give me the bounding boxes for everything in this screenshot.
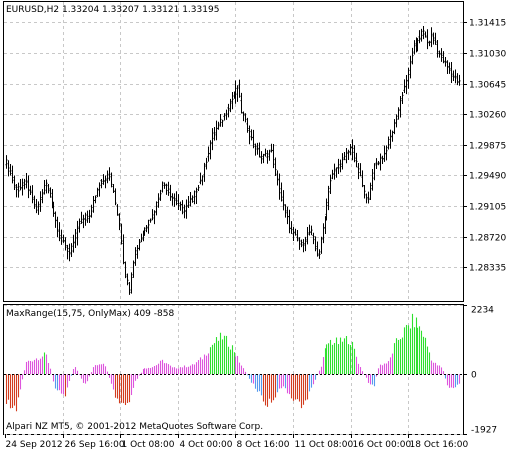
indicator-tick-label: -1927	[471, 426, 497, 436]
price-tick-label: 1.30260	[469, 111, 506, 121]
price-tick-label: 1.29490	[469, 172, 506, 182]
price-panel-frame	[3, 1, 464, 302]
price-y-axis: 1.31415 1.31030 1.30645 1.30260 1.29875 1.294…	[463, 19, 506, 274]
time-tick-label: 16 Oct 00:00	[353, 440, 412, 450]
price-tick-label: 1.29105	[469, 203, 506, 213]
price-tick-label: 1.31030	[469, 50, 506, 60]
price-tick-label: 1.28720	[469, 234, 506, 244]
indicator-y-axis: 2234 0 -1927	[463, 305, 497, 436]
time-tick-label: 1 Oct 08:00	[122, 440, 175, 450]
indicator-tick-label: 2234	[471, 306, 494, 316]
indicator-title: MaxRange(15,75, OnlyMax) 409 -858	[6, 309, 174, 319]
time-tick-label: 18 Oct 16:00	[410, 440, 469, 450]
time-axis: 24 Sep 2012 26 Sep 16:001 Oct 08:00 4 Oct …	[5, 434, 469, 450]
time-tick-label: 8 Oct 16:00	[237, 440, 290, 450]
indicator-histogram	[5, 313, 461, 412]
copyright-label: Alpari NZ MT5, © 2001-2012 MetaQuotes So…	[6, 422, 263, 432]
time-tick-label: 26 Sep 16:00	[65, 440, 125, 450]
price-bars	[5, 26, 461, 295]
time-tick-label: 11 Oct 08:00	[295, 440, 354, 450]
indicator-grid	[4, 305, 463, 435]
price-title: EURUSD,H2 1.33204 1.33207 1.33121 1.3319…	[6, 5, 219, 15]
time-tick-label: 24 Sep 2012	[6, 440, 63, 450]
price-tick-label: 1.30645	[469, 81, 506, 91]
indicator-tick-label: 0	[471, 371, 477, 381]
price-tick-label: 1.31415	[469, 19, 506, 29]
price-tick-label: 1.29875	[469, 142, 506, 152]
price-grid	[4, 2, 463, 301]
price-tick-label: 1.28335	[469, 264, 506, 274]
time-tick-label: 4 Oct 00:00	[180, 440, 233, 450]
